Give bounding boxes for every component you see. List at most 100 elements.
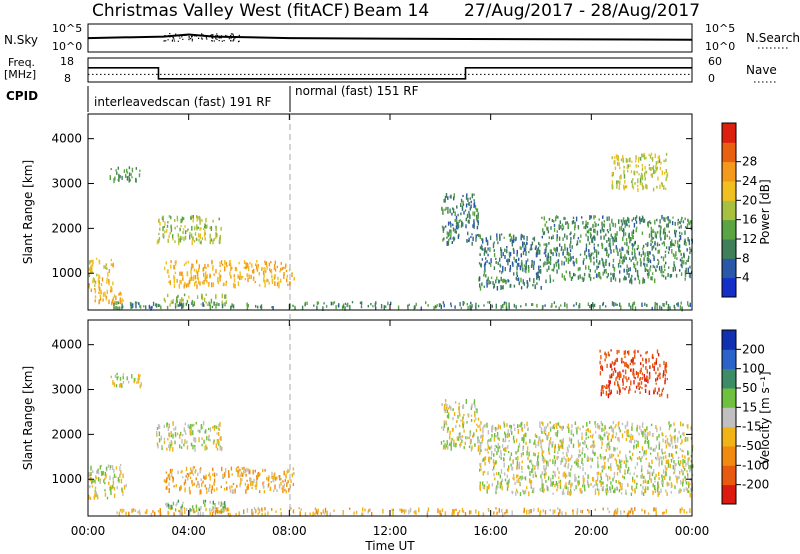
heatmap-cell-9	[569, 273, 571, 278]
heatmap-cell-8	[617, 375, 620, 378]
heatmap-cell-5	[244, 278, 246, 281]
heatmap-cell-9	[563, 261, 565, 266]
heatmap-cell-7	[672, 457, 674, 460]
heatmap-cell-7	[516, 490, 519, 494]
heatmap-cell-10	[660, 161, 662, 165]
heatmap-cell-3	[247, 486, 249, 490]
heatmap-cell-8	[508, 233, 511, 237]
heatmap-cell-7	[682, 472, 684, 476]
heatmap-cell-7	[460, 198, 463, 203]
heatmap-cell-5	[464, 512, 467, 516]
heatmap-cell-7	[645, 457, 647, 460]
heatmap-cell-8	[513, 272, 515, 276]
heatmap-cell-8	[655, 371, 657, 375]
heatmap-cell-9	[564, 233, 566, 238]
heatmap-cell-10	[641, 175, 644, 181]
heatmap-cell-6	[442, 301, 445, 305]
heatmap-cell-8	[634, 349, 636, 355]
heatmap-cell-7	[582, 447, 584, 452]
heatmap-cell-5	[461, 507, 464, 513]
heatmap-cell-7	[504, 433, 507, 438]
heatmap-cell-5	[526, 509, 528, 515]
heatmap-cell-9	[685, 242, 687, 246]
heatmap-cell-7	[524, 489, 527, 494]
heatmap-cell-6	[443, 440, 445, 443]
heatmap-cell-8	[484, 248, 486, 253]
heatmap-cell-7	[577, 439, 579, 444]
heatmap-cell-9	[649, 220, 651, 224]
heatmap-cell-9	[609, 245, 611, 251]
heatmap-cell-6	[611, 301, 614, 306]
heatmap-cell-5	[152, 510, 154, 513]
heatmap-cell-10	[641, 163, 643, 167]
heatmap-cell-6	[466, 303, 468, 306]
heatmap-cell-5	[233, 278, 236, 283]
heatmap-cell-7	[491, 450, 493, 456]
heatmap-cell-7	[633, 479, 636, 484]
heatmap-cell-5	[266, 279, 268, 283]
heatmap-cell-8	[539, 243, 541, 247]
heatmap-cell-5	[290, 507, 292, 510]
heatmap-cell-7	[548, 432, 550, 436]
heatmap-cell-7	[501, 444, 504, 448]
heatmap-cell-7	[551, 444, 554, 447]
heatmap-cell-8	[649, 365, 651, 369]
heatmap-cell-6	[587, 302, 590, 306]
heatmap-cell-7	[614, 426, 616, 429]
heatmap-cell-7	[648, 471, 650, 474]
noise-point	[238, 40, 240, 42]
heatmap-cell-6	[374, 302, 376, 308]
heatmap-cell-7	[595, 482, 598, 486]
heatmap-cell-3	[181, 216, 184, 222]
heatmap-cell-3	[284, 488, 286, 492]
heatmap-cell-7	[542, 456, 545, 460]
heatmap-cell-7	[576, 457, 578, 462]
heatmap-cell-7	[626, 423, 628, 427]
heatmap-cell-7	[630, 492, 633, 496]
heatmap-cell-3	[176, 215, 178, 220]
heatmap-cell-5	[174, 271, 177, 275]
heatmap-cell-8	[495, 279, 497, 284]
heatmap-cell-7	[555, 480, 558, 486]
heatmap-cell-7	[466, 239, 468, 243]
heatmap-cell-6	[121, 303, 123, 307]
heatmap-cell-6	[444, 444, 446, 450]
heatmap-cell-9	[573, 235, 575, 240]
heatmap-cell-7	[490, 456, 492, 460]
heatmap-cell-3	[182, 217, 185, 220]
colorbar-tick-label: 200	[742, 342, 765, 356]
heatmap-cell-3	[171, 476, 174, 479]
heatmap-cell-6	[483, 304, 485, 307]
heatmap-cell-7	[543, 429, 545, 434]
colorbar-swatch	[722, 219, 736, 240]
heatmap-cell-2	[190, 442, 193, 447]
heatmap-cell-5	[258, 272, 260, 276]
heatmap-cell-7	[576, 460, 579, 464]
heatmap-cell-9	[602, 271, 604, 276]
heatmap-cell-7	[567, 465, 569, 469]
heatmap-cell-7	[617, 454, 619, 457]
heatmap-cell-7	[522, 489, 524, 493]
heatmap-cell-7	[585, 444, 588, 448]
heatmap-cell-4	[170, 300, 172, 304]
heatmap-cell-7	[504, 478, 507, 482]
heatmap-cell-9	[672, 243, 674, 247]
heatmap-cell-8	[630, 369, 632, 372]
heatmap-cell-7	[628, 434, 630, 438]
heatmap-cell-7	[592, 485, 594, 488]
heatmap-cell-9	[656, 218, 658, 222]
velocity-colorbar-label: Velocity [m s⁻¹]	[758, 371, 772, 464]
heatmap-cell-6	[677, 302, 679, 307]
heatmap-cell-7	[682, 462, 684, 468]
heatmap-cell-9	[613, 249, 615, 253]
heatmap-cell-9	[655, 247, 657, 251]
heatmap-cell-6	[463, 301, 465, 305]
heatmap-cell-5	[190, 278, 192, 281]
heatmap-cell-2	[172, 421, 174, 426]
heatmap-cell-10	[632, 178, 634, 181]
colorbar-frame	[721, 122, 737, 298]
freq-panel-frame	[87, 57, 693, 83]
heatmap-cell-6	[573, 304, 575, 307]
heatmap-cell-7	[529, 460, 531, 463]
heatmap-cell-0	[103, 265, 105, 269]
